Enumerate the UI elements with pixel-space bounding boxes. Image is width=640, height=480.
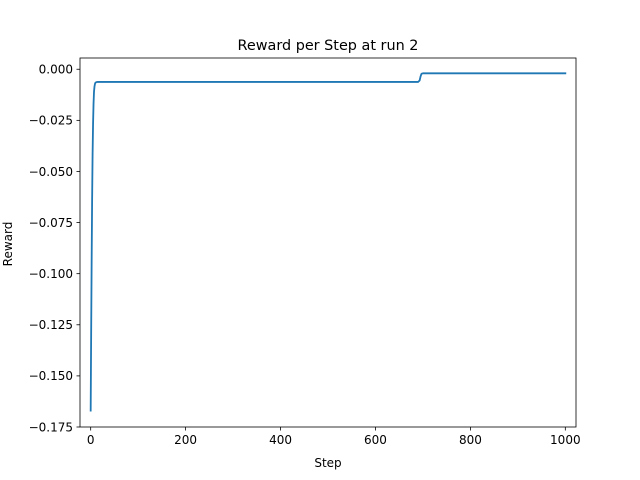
- plot-frame: [79, 57, 577, 428]
- y-tick-label: −0.150: [29, 369, 73, 383]
- x-tick-label: 1000: [550, 433, 581, 447]
- y-tick-label: −0.075: [29, 216, 73, 230]
- y-tick-label: −0.100: [29, 267, 73, 281]
- x-tick-label: 600: [364, 433, 387, 447]
- x-tick-label: 400: [269, 433, 292, 447]
- x-axis-label: Step: [314, 456, 341, 470]
- y-axis-label: Reward: [1, 222, 15, 267]
- y-tick-label: −0.175: [29, 420, 73, 434]
- series-line-0: [89, 72, 567, 412]
- x-tick-label: 0: [87, 433, 95, 447]
- axis-ticks: 0 200 400 600 800 1000 0.000 −0.025 −0.050 −0.075…: [29, 63, 581, 447]
- y-tick-label: −0.125: [29, 318, 73, 332]
- chart-title: Reward per Step at run 2: [238, 38, 419, 54]
- series-layer: [89, 72, 567, 412]
- y-tick-label: 0.000: [39, 63, 73, 77]
- y-tick-label: −0.025: [29, 114, 73, 128]
- x-tick-label: 800: [459, 433, 482, 447]
- y-tick-label: −0.050: [29, 165, 73, 179]
- x-tick-label: 200: [174, 433, 197, 447]
